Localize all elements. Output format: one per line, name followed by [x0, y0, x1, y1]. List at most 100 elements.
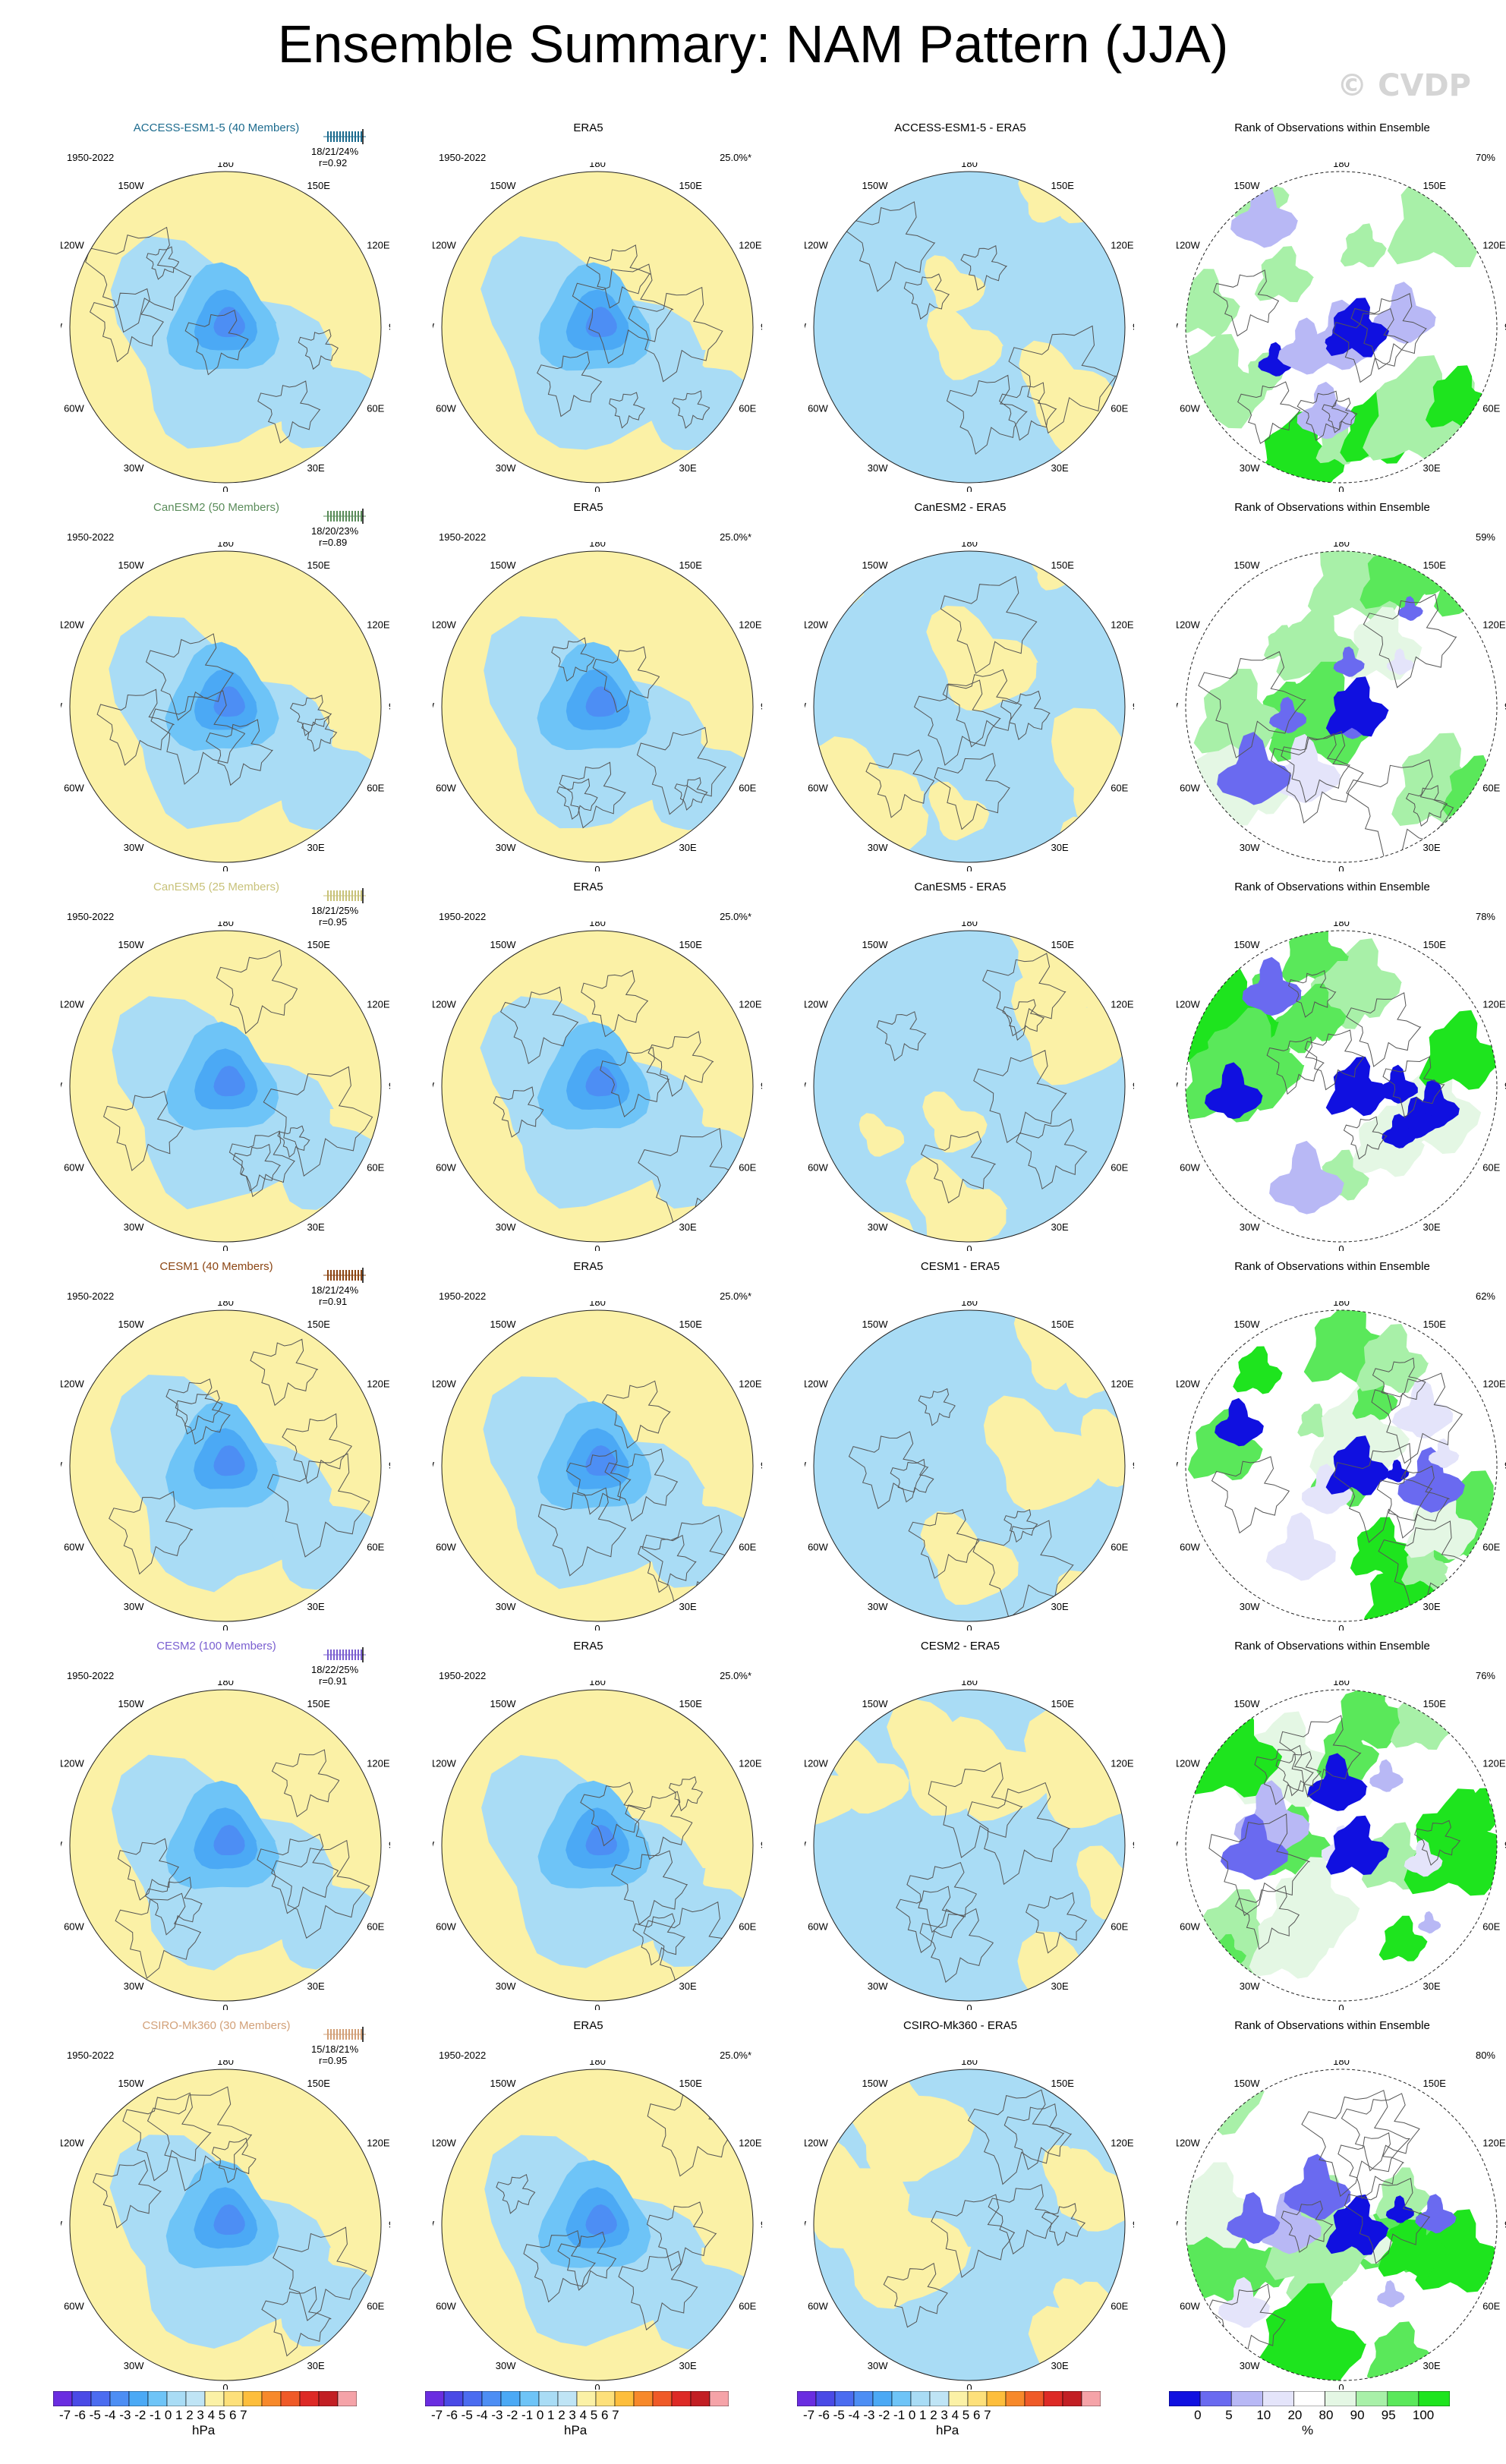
lon-label: 90E: [761, 321, 762, 332]
map-field: [70, 551, 381, 862]
lon-label: 0: [966, 484, 972, 492]
lon-label: 60E: [739, 1542, 756, 1553]
pattern-correlation: r=0.95: [319, 2055, 348, 2066]
colorbar-swatch: [299, 2390, 320, 2407]
lon-label: 30W: [868, 462, 888, 474]
lon-label: 90E: [761, 1080, 762, 1092]
polar-map: 180 150E 120E 90E 60E 30E 0 30W 60W 90W 120W 150W: [1177, 922, 1506, 1251]
colorbar-swatch: [71, 2390, 92, 2407]
colorbar-model-ticks: -7 -6 -5 -4 -3 -2 -1 0 1 2 3 4 5 6 7: [59, 2408, 247, 2422]
map-boundary: [813, 1689, 1126, 2002]
panel-r0-c0: ACCESS-ESM1-5 (40 Members) 1950-2022 18/21…: [30, 121, 402, 505]
lon-label: 0: [222, 2002, 228, 2010]
panel-title: CSIRO-Mk360 (30 Members): [142, 2019, 291, 2032]
lon-label: 180: [217, 542, 234, 549]
panel-title: CESM1 - ERA5: [920, 1260, 1000, 1273]
pct-variance-stats: 18/21/24%: [311, 146, 359, 157]
lon-label: 60W: [1180, 403, 1200, 414]
lon-label: 90W: [433, 1080, 435, 1092]
lon-label: 90E: [1504, 701, 1506, 712]
lon-label: 120E: [1111, 999, 1134, 1010]
colorbar-rank-tick: 20: [1287, 2408, 1303, 2422]
map-field: [70, 172, 381, 483]
lon-label: 60E: [367, 1162, 384, 1174]
lon-label: 0: [222, 1623, 228, 1631]
panel-r4-c1: ERA5 1950-2022 25.0%* 180 150E 120E 90E 60E 30E 0…: [402, 1640, 774, 2023]
lon-label: 90E: [1133, 701, 1134, 712]
lon-label: 60E: [367, 1921, 384, 1933]
polar-map: 180 150E 120E 90E 60E 30E 0 30W 60W 90W 120W 150W: [433, 1301, 762, 1631]
lon-label: 30W: [124, 1221, 144, 1233]
lon-label: 60E: [367, 403, 384, 414]
lon-label: 180: [217, 2060, 234, 2067]
obs-pct-variance: 25.0%*: [720, 1670, 751, 1681]
colorbar-diff-swatches: [796, 2390, 1101, 2407]
lon-label: 120E: [739, 1379, 762, 1390]
lon-label: 150E: [1051, 1319, 1075, 1330]
lon-label: 180: [961, 1681, 978, 1687]
map-field: [442, 1690, 753, 2001]
lon-label: 120W: [1177, 999, 1201, 1010]
lon-label: 150W: [1234, 939, 1261, 950]
colorbar-swatch: [910, 2390, 931, 2407]
period-label: 1950-2022: [67, 911, 115, 922]
panel-title: ERA5: [573, 881, 603, 893]
period-label: 1950-2022: [439, 1290, 487, 1302]
lon-label: 90W: [1177, 1460, 1179, 1471]
lon-label: 30W: [124, 2360, 144, 2371]
lon-label: 90W: [61, 701, 63, 712]
panel-r3-c3: Rank of Observations within Ensemble 62% 1…: [1146, 1260, 1506, 1643]
map-field: [70, 1690, 381, 2001]
map-boundary: [441, 550, 754, 863]
lon-label: 0: [594, 2002, 600, 2010]
map-boundary: [813, 1309, 1126, 1622]
lon-label: 90W: [61, 1839, 63, 1851]
colorbar-rank-tick: 10: [1256, 2408, 1271, 2422]
lon-label: 150W: [862, 2078, 889, 2089]
lon-label: 90W: [1177, 321, 1179, 332]
rank-pct: 76%: [1475, 1670, 1495, 1681]
lon-label: 0: [1338, 484, 1344, 492]
panel-title: CanESM2 - ERA5: [914, 501, 1007, 514]
lon-label: 30E: [679, 1601, 697, 1612]
lon-label: 30W: [496, 842, 516, 853]
lon-label: 120E: [1482, 619, 1506, 631]
lon-label: 150W: [490, 559, 517, 571]
lon-label: 30E: [679, 1980, 697, 1992]
colorbar-obs: -7 -6 -5 -4 -3 -2 -1 0 1 2 3 4 5 6 7 hPa: [424, 2390, 729, 2437]
colorbar-rank-swatches: [1168, 2390, 1451, 2407]
map-field: [70, 1310, 381, 1621]
colorbar-diff-unit: hPa: [936, 2423, 959, 2437]
lon-label: 90E: [761, 1460, 762, 1471]
colorbar-swatch: [52, 2390, 73, 2407]
lon-label: 90W: [1177, 701, 1179, 712]
panel-title: ERA5: [573, 1260, 603, 1273]
map-boundary: [69, 2069, 382, 2381]
lon-label: 120W: [61, 1758, 85, 1769]
lon-label: 60W: [808, 1921, 828, 1933]
map-boundary: [69, 550, 382, 863]
lon-label: 180: [217, 162, 234, 169]
lon-label: 60W: [436, 403, 456, 414]
lon-label: 180: [589, 162, 606, 169]
panel-title: ERA5: [573, 2019, 603, 2032]
lon-label: 180: [961, 542, 978, 549]
polar-map: 180 150E 120E 90E 60E 30E 0 30W 60W 90W 120W 150W: [433, 922, 762, 1251]
lon-label: 30E: [307, 842, 325, 853]
map-field: [1186, 2069, 1497, 2381]
lon-label: 120E: [367, 1379, 390, 1390]
lon-label: 150W: [118, 939, 145, 950]
lon-label: 180: [589, 922, 606, 928]
lon-label: 90E: [1133, 1080, 1134, 1092]
pct-boxplot: [323, 1647, 366, 1662]
polar-map: 180 150E 120E 90E 60E 30E 0 30W 60W 90W 120W 150W: [805, 542, 1134, 871]
lon-label: 0: [1338, 864, 1344, 871]
colorbar-swatch: [223, 2390, 244, 2407]
lon-label: 120E: [1111, 1379, 1134, 1390]
panel-r4-c2: CESM2 - ERA5 180 150E 120E 90E 60E 30E 0 30W 60W 9…: [774, 1640, 1146, 2023]
panel-r4-c0: CESM2 (100 Members) 1950-2022 18/22/25% r=0…: [30, 1640, 402, 2023]
lon-label: 60W: [1180, 1921, 1200, 1933]
panel-title: CSIRO-Mk360 - ERA5: [903, 2019, 1018, 2032]
lon-label: 0: [966, 1623, 972, 1631]
panel-r0-c1: ERA5 1950-2022 25.0%* 180 150E 120E 90E 60E 30E 0…: [402, 121, 774, 505]
